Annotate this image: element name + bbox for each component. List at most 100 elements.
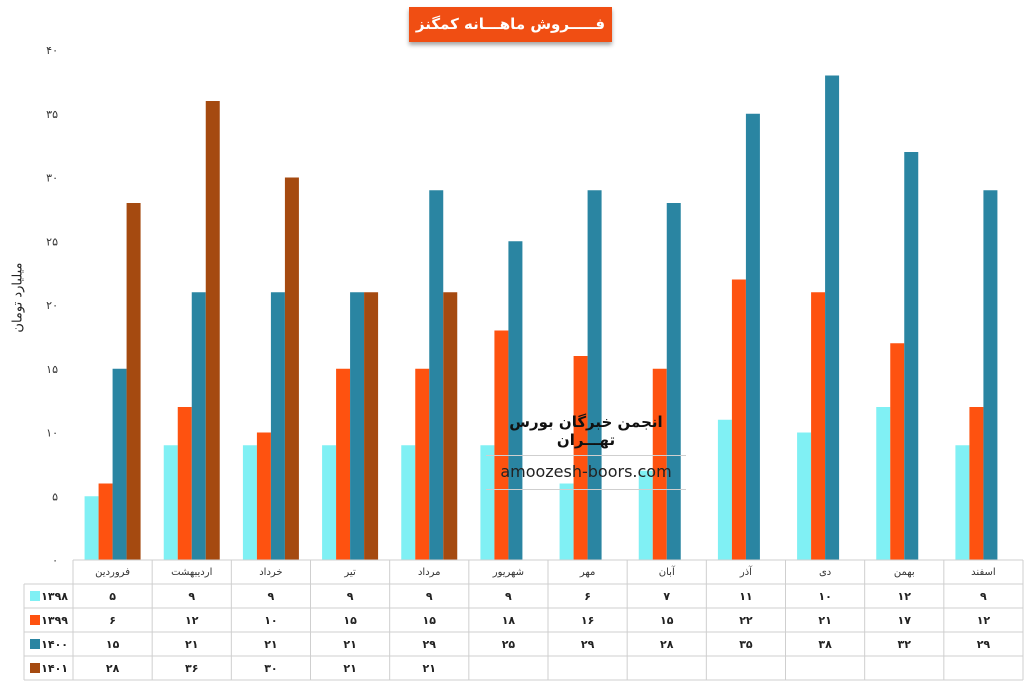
data-label: ۱۰: [818, 590, 831, 603]
x-tick-label: اسفند: [971, 567, 995, 578]
bar: [573, 356, 588, 560]
data-label: ۲۱: [343, 638, 356, 651]
y-tick-label: ۳۰: [46, 172, 58, 185]
y-tick-label: ۲۵: [46, 235, 58, 248]
data-label: ۹: [426, 590, 433, 603]
data-label: ۲۹: [581, 638, 595, 651]
bar: [350, 292, 365, 560]
bar: [638, 470, 653, 560]
x-tick-label: فروردین: [95, 567, 130, 578]
x-tick-label: تیر: [343, 567, 356, 578]
legend-swatch: [30, 591, 40, 601]
data-label: ۳۵: [739, 638, 753, 651]
bar: [242, 445, 257, 560]
watermark-url: amoozesh-boors.com: [500, 462, 672, 481]
bar: [652, 368, 667, 560]
x-tick-label: دی: [819, 567, 831, 578]
bar: [163, 445, 178, 560]
y-axis-label: میلیارد تومان: [10, 262, 26, 333]
data-label: ۲۱: [264, 638, 277, 651]
data-label: ۲۲: [739, 614, 753, 627]
x-tick-label: خرداد: [259, 567, 282, 578]
x-tick-label: شهریور: [492, 567, 524, 578]
data-label: ۲۹: [977, 638, 991, 651]
data-label: ۲۱: [343, 662, 356, 675]
bar: [84, 496, 99, 560]
bars: [84, 75, 998, 560]
data-label: ۱۲: [185, 614, 199, 627]
y-tick-label: ۱۵: [46, 363, 58, 376]
bar: [969, 407, 984, 560]
y-tick-label: ۲۰: [46, 299, 58, 312]
data-label: ۱۱: [739, 590, 752, 603]
watermark-name: انجمن خبرگان بورس تهـــران: [509, 413, 663, 449]
data-label: ۱۵: [660, 614, 674, 627]
bar: [811, 292, 826, 560]
bar: [112, 368, 127, 560]
bar: [256, 432, 271, 560]
bar: [336, 368, 351, 560]
data-label: ۳۲: [898, 638, 912, 651]
watermark: انجمن خبرگان بورس تهـــران amoozesh-boor…: [486, 413, 686, 490]
y-axis-ticks: ۰ ۵ ۱۰ ۱۵ ۲۰ ۲۵ ۳۰ ۳۵ ۴۰: [46, 44, 58, 567]
data-label: ۱۵: [343, 614, 357, 627]
bar: [191, 292, 206, 560]
legend-swatch: [30, 663, 40, 673]
legend-label: ۱۳۹۸: [41, 590, 68, 603]
bar: [494, 330, 509, 560]
data-label: ۶: [584, 590, 591, 603]
bar: [126, 203, 141, 560]
bar: [731, 279, 746, 560]
y-tick-label: ۵: [52, 490, 58, 503]
x-tick-label: آذر: [739, 565, 753, 578]
bar: [508, 241, 523, 560]
bar: [825, 75, 840, 560]
bar: [205, 101, 220, 560]
data-label: ۳۰: [264, 662, 277, 675]
x-tick-label: اردیبهشت: [171, 567, 212, 578]
data-label: ۶: [109, 614, 116, 627]
data-label: ۹: [505, 590, 512, 603]
bar: [983, 190, 998, 560]
bar: [480, 445, 495, 560]
bar: [587, 190, 602, 560]
bar: [745, 113, 760, 560]
bar: [284, 177, 299, 560]
bar: [559, 483, 574, 560]
data-label: ۳۶: [185, 662, 198, 675]
watermark-divider: [486, 455, 686, 456]
x-tick-label: بهمن: [894, 567, 915, 578]
x-tick-label: آبان: [659, 565, 676, 578]
bar: [177, 407, 192, 560]
legend-swatch: [30, 639, 40, 649]
bar: [401, 445, 416, 560]
y-tick-label: ۳۵: [46, 108, 58, 121]
data-label: ۱۷: [898, 614, 912, 627]
bar: [98, 483, 113, 560]
bar: [876, 407, 891, 560]
bar: [429, 190, 444, 560]
data-label: ۹: [980, 590, 987, 603]
x-tick-label: مرداد: [418, 567, 441, 578]
data-label: ۱۵: [423, 614, 437, 627]
legend-label: ۱۳۹۹: [41, 614, 68, 627]
legend-label: ۱۴۰۰: [41, 638, 68, 651]
y-tick-label: ۰: [52, 554, 58, 567]
data-label: ۹: [268, 590, 275, 603]
bar: [322, 445, 337, 560]
data-label: ۳۸: [818, 638, 832, 651]
bar: [955, 445, 970, 560]
data-label: ۲۱: [423, 662, 436, 675]
data-table: فروردین اردیبهشت خرداد تیر مرداد شهریور مهر آبا…: [23, 559, 1024, 681]
bar: [415, 368, 430, 560]
bar: [364, 292, 379, 560]
data-label: ۲۹: [423, 638, 437, 651]
legend-label: ۱۴۰۱: [41, 662, 68, 675]
y-tick-label: ۴۰: [46, 44, 58, 57]
data-label: ۱۰: [264, 614, 277, 627]
data-label: ۱۸: [502, 614, 516, 627]
bar: [443, 292, 458, 560]
bar: [666, 203, 681, 560]
data-label: ۱۶: [581, 614, 594, 627]
data-label: ۹: [188, 590, 195, 603]
